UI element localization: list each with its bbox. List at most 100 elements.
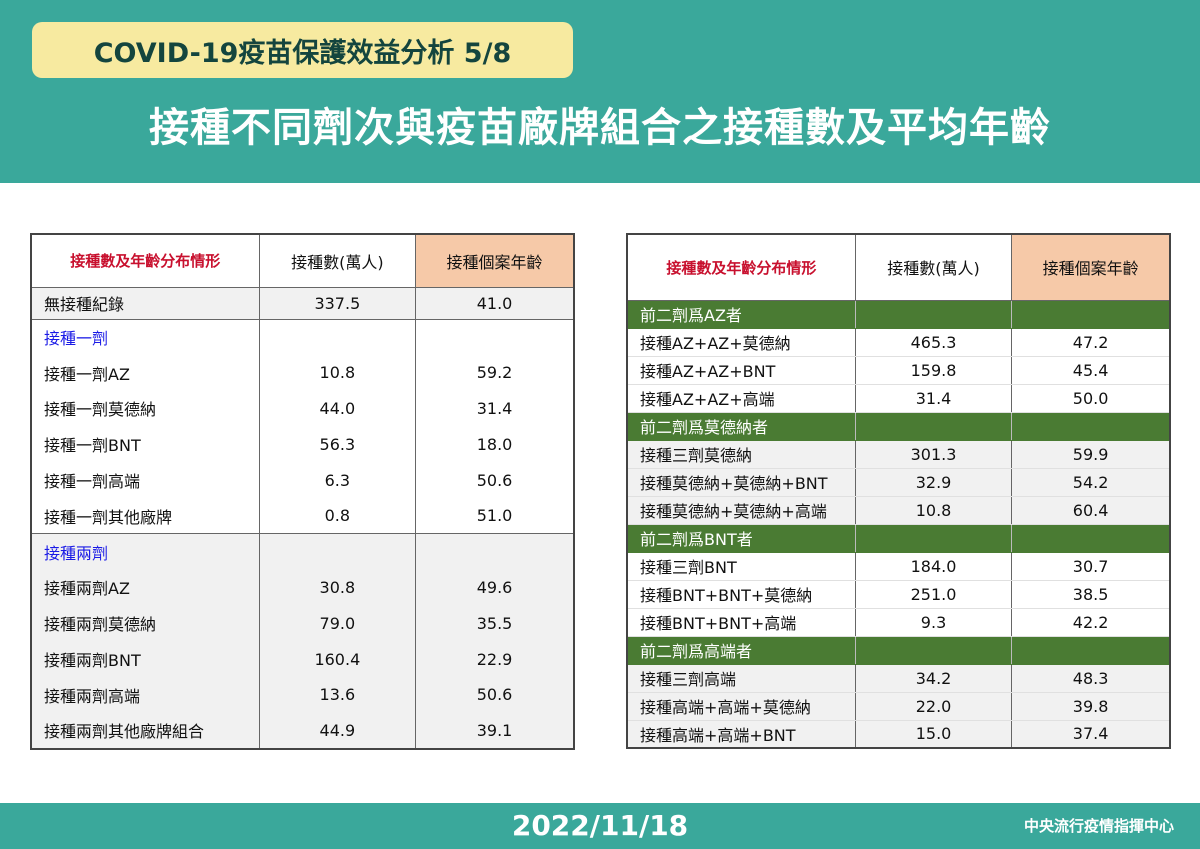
table-row: 接種兩劑高端 13.6 50.6 [30, 676, 575, 713]
row-label: 接種一劑AZ [30, 354, 260, 391]
row-count: 44.9 [258, 712, 417, 749]
row-label: 接種兩劑莫德納 [30, 605, 260, 642]
table-row: 接種AZ+AZ+高端 31.4 50.0 [626, 384, 1171, 413]
row-age: 54.2 [1011, 468, 1171, 497]
row-label: 接種高端+高端+莫德納 [626, 692, 856, 721]
table-row: 接種三劑莫德納 301.3 59.9 [626, 440, 1171, 469]
left-table: 接種數及年齡分布情形 接種數(萬人) 接種個案年齡 無接種紀錄 337.5 41… [30, 233, 575, 750]
footer-organization: 中央流行疫情指揮中心 [1023, 817, 1174, 835]
row-count: 0.8 [258, 497, 417, 534]
row-count: 465.3 [854, 328, 1013, 357]
section-row: 接種一劑 [30, 318, 575, 355]
row-age: 42.2 [1011, 608, 1171, 637]
table-header-row: 接種數及年齡分布情形 接種數(萬人) 接種個案年齡 [626, 233, 1171, 301]
subtitle: COVID-19疫苗保護效益分析 5/8 [93, 37, 512, 69]
table-row: 接種一劑AZ 10.8 59.2 [30, 354, 575, 391]
row-count: 30.8 [258, 569, 417, 606]
row-count: 9.3 [854, 608, 1013, 637]
group-label: 前二劑爲BNT者 [626, 523, 856, 553]
row-count: 159.8 [854, 356, 1013, 385]
subtitle-box: COVID-19疫苗保護效益分析 5/8 [32, 22, 573, 78]
table-row: 接種一劑高端 6.3 50.6 [30, 462, 575, 498]
row-age [1011, 635, 1171, 665]
row-age: 39.8 [1011, 692, 1171, 721]
row-age: 38.5 [1011, 580, 1171, 609]
row-age: 37.4 [1011, 720, 1171, 749]
table-row: 接種一劑其他廠牌 0.8 51.0 [30, 497, 575, 534]
row-age: 41.0 [415, 287, 575, 320]
row-age: 51.0 [415, 497, 575, 534]
row-label: 接種莫德納+莫德納+高端 [626, 496, 856, 525]
row-count: 160.4 [258, 641, 417, 677]
row-label: 接種AZ+AZ+莫德納 [626, 328, 856, 357]
row-label: 接種一劑高端 [30, 462, 260, 498]
row-age [415, 318, 575, 355]
row-age: 45.4 [1011, 356, 1171, 385]
right-table: 接種數及年齡分布情形 接種數(萬人) 接種個案年齡 前二劑爲AZ者 接種AZ+A… [626, 233, 1171, 749]
table-row: 接種三劑BNT 184.0 30.7 [626, 552, 1171, 581]
row-age: 50.0 [1011, 384, 1171, 413]
row-count: 15.0 [854, 720, 1013, 749]
header-category: 接種數及年齡分布情形 [626, 233, 856, 301]
header-age: 接種個案年齡 [415, 233, 575, 288]
group-row: 前二劑爲莫德納者 [626, 411, 1171, 441]
row-label: 接種兩劑高端 [30, 676, 260, 713]
header-age: 接種個案年齡 [1011, 233, 1171, 301]
table-row: 接種BNT+BNT+高端 9.3 42.2 [626, 608, 1171, 637]
page-title: 接種不同劑次與疫苗廠牌組合之接種數及平均年齡 [149, 105, 1051, 151]
table-row: 接種AZ+AZ+莫德納 465.3 47.2 [626, 328, 1171, 357]
row-label: 接種一劑莫德納 [30, 390, 260, 427]
row-label: 無接種紀錄 [30, 287, 260, 320]
row-label: 接種三劑BNT [626, 552, 856, 581]
table-row: 接種莫德納+莫德納+高端 10.8 60.4 [626, 496, 1171, 525]
table-row: 接種BNT+BNT+莫德納 251.0 38.5 [626, 580, 1171, 609]
header-category: 接種數及年齡分布情形 [30, 233, 260, 288]
row-age: 50.6 [415, 676, 575, 713]
row-age: 48.3 [1011, 664, 1171, 693]
table-row: 接種一劑莫德納 44.0 31.4 [30, 390, 575, 427]
row-count [854, 411, 1013, 441]
row-label: 接種一劑BNT [30, 426, 260, 463]
group-label: 前二劑爲莫德納者 [626, 411, 856, 441]
table-row: 接種兩劑BNT 160.4 22.9 [30, 641, 575, 677]
row-count: 184.0 [854, 552, 1013, 581]
row-count [258, 533, 417, 570]
section-row: 接種兩劑 [30, 533, 575, 570]
row-label: 接種BNT+BNT+莫德納 [626, 580, 856, 609]
row-age: 49.6 [415, 569, 575, 606]
table-row: 接種兩劑莫德納 79.0 35.5 [30, 605, 575, 642]
row-count: 44.0 [258, 390, 417, 427]
row-count: 6.3 [258, 462, 417, 498]
footer-bar: 2022/11/18 中央流行疫情指揮中心 [0, 803, 1200, 849]
row-count: 56.3 [258, 426, 417, 463]
header-count: 接種數(萬人) [258, 233, 417, 288]
row-age [415, 533, 575, 570]
row-label: 接種高端+高端+BNT [626, 720, 856, 749]
header-count: 接種數(萬人) [854, 233, 1013, 301]
row-age: 60.4 [1011, 496, 1171, 525]
row-label: 接種BNT+BNT+高端 [626, 608, 856, 637]
group-label: 前二劑爲AZ者 [626, 299, 856, 329]
row-age: 22.9 [415, 641, 575, 677]
group-row: 前二劑爲BNT者 [626, 523, 1171, 553]
row-age [1011, 299, 1171, 329]
row-count: 31.4 [854, 384, 1013, 413]
table-row: 接種AZ+AZ+BNT 159.8 45.4 [626, 356, 1171, 385]
table-row: 接種兩劑其他廠牌組合 44.9 39.1 [30, 712, 575, 749]
section-label: 接種兩劑 [30, 533, 260, 570]
row-label: 接種三劑高端 [626, 664, 856, 693]
row-label: 接種兩劑AZ [30, 569, 260, 606]
row-label: 接種莫德納+莫德納+BNT [626, 468, 856, 497]
row-label: 接種AZ+AZ+高端 [626, 384, 856, 413]
table-row: 接種高端+高端+BNT 15.0 37.4 [626, 720, 1171, 749]
row-age: 35.5 [415, 605, 575, 642]
group-row: 前二劑爲AZ者 [626, 299, 1171, 329]
table-row: 無接種紀錄 337.5 41.0 [30, 287, 575, 320]
row-age: 30.7 [1011, 552, 1171, 581]
row-count: 22.0 [854, 692, 1013, 721]
row-age: 50.6 [415, 462, 575, 498]
row-count: 10.8 [258, 354, 417, 391]
row-age: 59.9 [1011, 440, 1171, 469]
row-count [854, 523, 1013, 553]
row-count: 32.9 [854, 468, 1013, 497]
